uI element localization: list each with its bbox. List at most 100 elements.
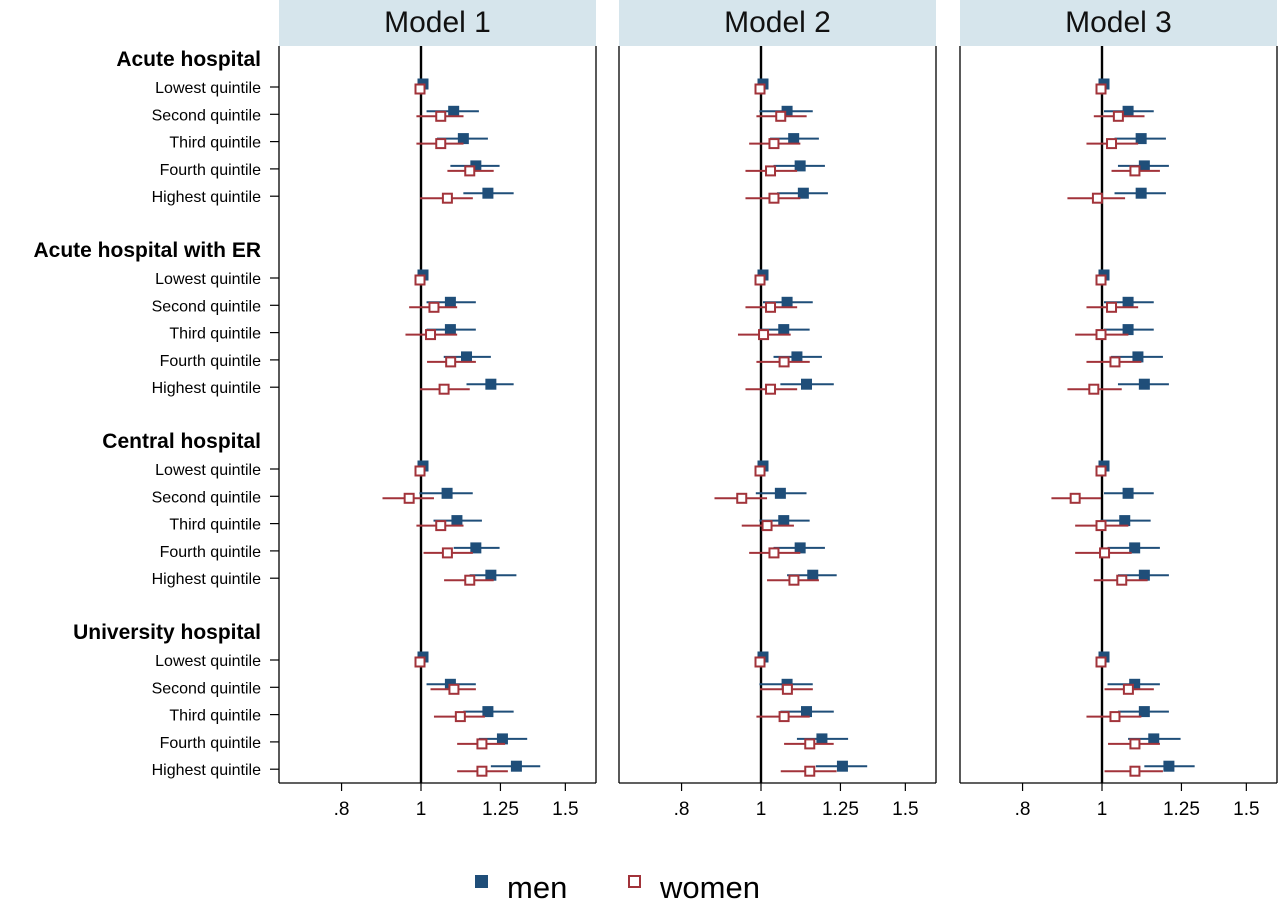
- x-tick-label: 1.5: [892, 799, 918, 820]
- row-label: Third quintile: [169, 708, 261, 725]
- men-point: [1148, 733, 1160, 745]
- women-point: [435, 520, 447, 532]
- men-point: [1138, 378, 1150, 390]
- women-point: [454, 711, 466, 723]
- women-point: [1095, 274, 1107, 286]
- group-label: Acute hospital: [116, 48, 261, 71]
- men-point: [774, 487, 786, 499]
- women-point: [403, 492, 415, 504]
- women-point: [1112, 110, 1124, 122]
- women-point: [1109, 711, 1121, 723]
- women-point: [736, 492, 748, 504]
- row-label: Fourth quintile: [160, 735, 261, 752]
- women-point: [754, 83, 766, 95]
- women-point: [1091, 192, 1103, 204]
- women-point: [1099, 547, 1111, 559]
- row-label: Highest quintile: [152, 762, 262, 779]
- women-point: [804, 765, 816, 777]
- men-point: [781, 105, 793, 117]
- women-point: [1095, 465, 1107, 477]
- x-tick-label: 1.25: [822, 799, 859, 820]
- men-point: [470, 160, 482, 172]
- x-tick-label: 1.5: [552, 799, 578, 820]
- women-point: [445, 356, 457, 368]
- women-point: [441, 192, 453, 204]
- men-point: [801, 378, 813, 390]
- men-point: [457, 133, 469, 145]
- women-point: [425, 329, 437, 341]
- women-point: [414, 656, 426, 668]
- women-point: [768, 547, 780, 559]
- women-point: [778, 356, 790, 368]
- women-point: [428, 301, 440, 313]
- women-point: [754, 274, 766, 286]
- row-label: Lowest quintile: [155, 271, 261, 288]
- women-point: [758, 329, 770, 341]
- men-point: [1135, 187, 1147, 199]
- men-point: [778, 515, 790, 527]
- men-point: [1122, 324, 1134, 336]
- row-label: Third quintile: [169, 135, 261, 152]
- row-label: Second quintile: [152, 298, 262, 315]
- men-point: [801, 706, 813, 718]
- x-tick-label: .8: [674, 799, 690, 820]
- men-point: [496, 733, 508, 745]
- women-point: [435, 110, 447, 122]
- men-point: [1129, 542, 1141, 554]
- men-point: [1122, 105, 1134, 117]
- men-point: [485, 569, 497, 581]
- women-point: [1116, 574, 1128, 586]
- row-label: Lowest quintile: [155, 462, 261, 479]
- men-point: [797, 187, 809, 199]
- women-point: [1095, 83, 1107, 95]
- men-point: [794, 160, 806, 172]
- row-label: Highest quintile: [152, 189, 262, 206]
- men-point: [482, 706, 494, 718]
- panel-header: [960, 0, 1277, 46]
- row-label: Highest quintile: [152, 571, 262, 588]
- men-point: [482, 187, 494, 199]
- women-point: [476, 738, 488, 750]
- men-point: [444, 324, 456, 336]
- group-label: Central hospital: [102, 430, 261, 453]
- row-label: Third quintile: [169, 326, 261, 343]
- x-tick-label: 1.5: [1233, 799, 1259, 820]
- row-label: Lowest quintile: [155, 80, 261, 97]
- row-label: Fourth quintile: [160, 544, 261, 561]
- women-point: [448, 683, 460, 695]
- row-label: Second quintile: [152, 489, 262, 506]
- women-point: [765, 383, 777, 395]
- row-label: Second quintile: [152, 107, 262, 124]
- row-label: Lowest quintile: [155, 653, 261, 670]
- group-label: Acute hospital with ER: [33, 239, 261, 262]
- women-point: [788, 574, 800, 586]
- x-tick-label: 1.25: [482, 799, 519, 820]
- men-point: [510, 760, 522, 772]
- x-tick-label: .8: [334, 799, 350, 820]
- women-point: [414, 274, 426, 286]
- men-point: [1138, 569, 1150, 581]
- x-tick-label: 1: [416, 799, 427, 820]
- women-point: [1106, 301, 1118, 313]
- men-point: [1122, 296, 1134, 308]
- panel-title: Model 3: [1065, 6, 1172, 39]
- men-point: [1122, 487, 1134, 499]
- women-point: [781, 683, 793, 695]
- men-point: [448, 105, 460, 117]
- women-point: [778, 711, 790, 723]
- legend-label-women: women: [659, 870, 760, 902]
- row-label: Third quintile: [169, 517, 261, 534]
- legend-marker-women: [628, 875, 641, 888]
- men-point: [1132, 351, 1144, 363]
- row-label: Fourth quintile: [160, 353, 261, 370]
- legend-label-men: men: [507, 870, 567, 902]
- panel-title: Model 1: [384, 6, 491, 39]
- panel-header: [279, 0, 596, 46]
- women-point: [441, 547, 453, 559]
- panel-header: [619, 0, 936, 46]
- women-point: [804, 738, 816, 750]
- women-point: [476, 765, 488, 777]
- men-point: [1129, 678, 1141, 690]
- men-point: [470, 542, 482, 554]
